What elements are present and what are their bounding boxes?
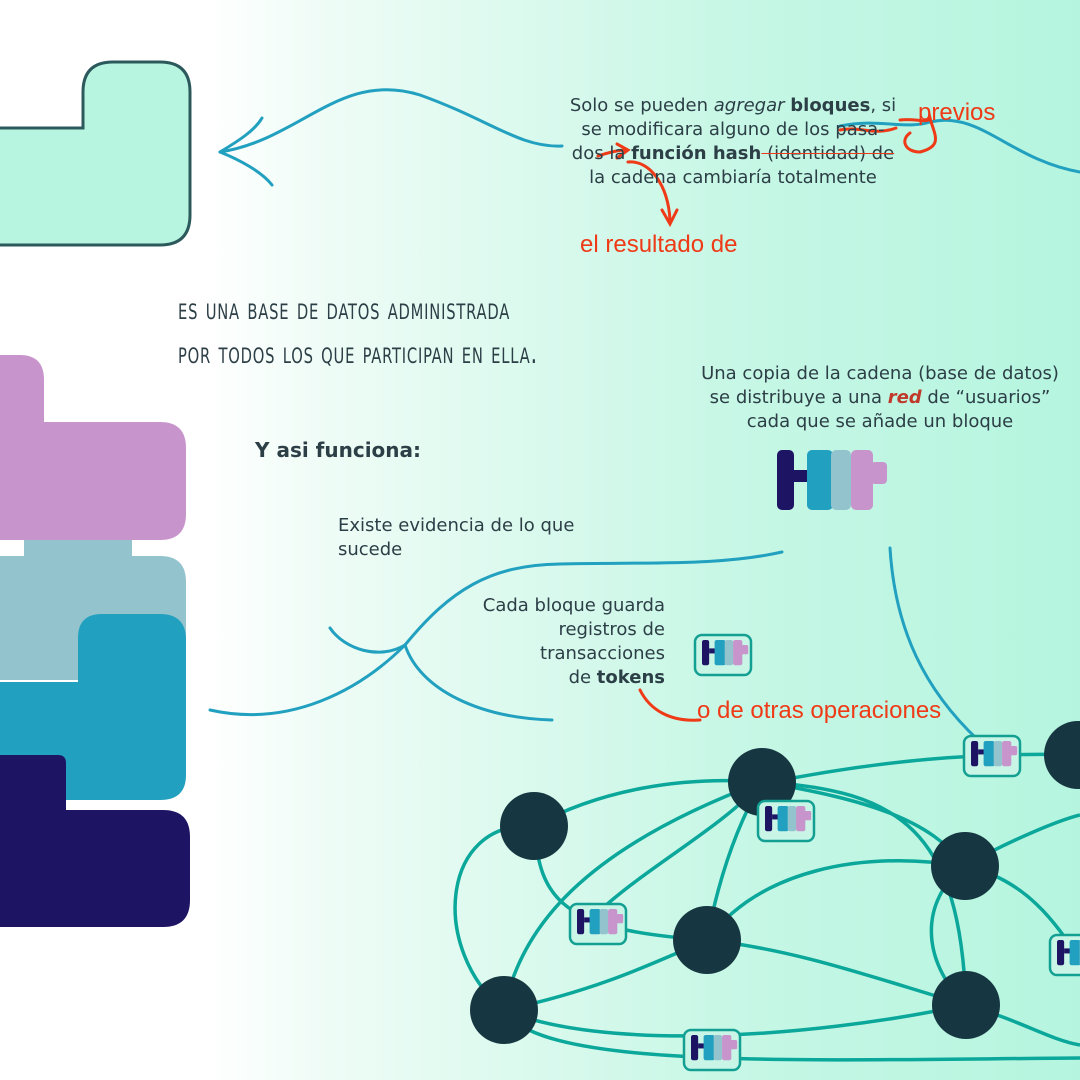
navy-block-shape [0,755,190,927]
network-node [1044,721,1080,789]
block-icon [570,904,626,944]
page-title: es una base de datos administrada por to… [178,292,538,371]
top-arrow-curve [218,88,1080,187]
lilac-block-shape [0,355,186,540]
block-icon [777,450,887,510]
network-node [500,792,568,860]
middle-curves [208,546,980,742]
annotation-resultado: el resultado de [580,231,738,258]
note-solo-bloques: Solo se pueden agregar bloques, si se mo… [569,95,897,188]
network-node [673,906,741,974]
annotation-previos: previos [918,99,996,126]
annotation-otras-operaciones: o de otras operaciones [697,697,942,724]
note-cada-bloque: Cada bloque guarda registros de transacc… [482,595,665,688]
teal-block-shape [0,614,186,800]
network-node [931,832,999,900]
note-evidencia: Existe evidencia de lo que sucede [338,515,575,560]
block-icon [964,736,1020,776]
block-icon [695,635,751,675]
note-copia-cadena: Una copia de la cadena (base de datos) s… [701,363,1059,432]
mint-block-shape [0,60,192,247]
red-annotation-strokes [596,112,937,722]
block-icon [758,801,814,841]
network-nodes [470,721,1080,1044]
network-node [470,976,538,1044]
section-heading: Y asi funciona: [255,438,422,462]
block-icon [1050,935,1080,975]
network-node [728,748,796,816]
block-icon [684,1030,740,1070]
network-node [932,971,1000,1039]
